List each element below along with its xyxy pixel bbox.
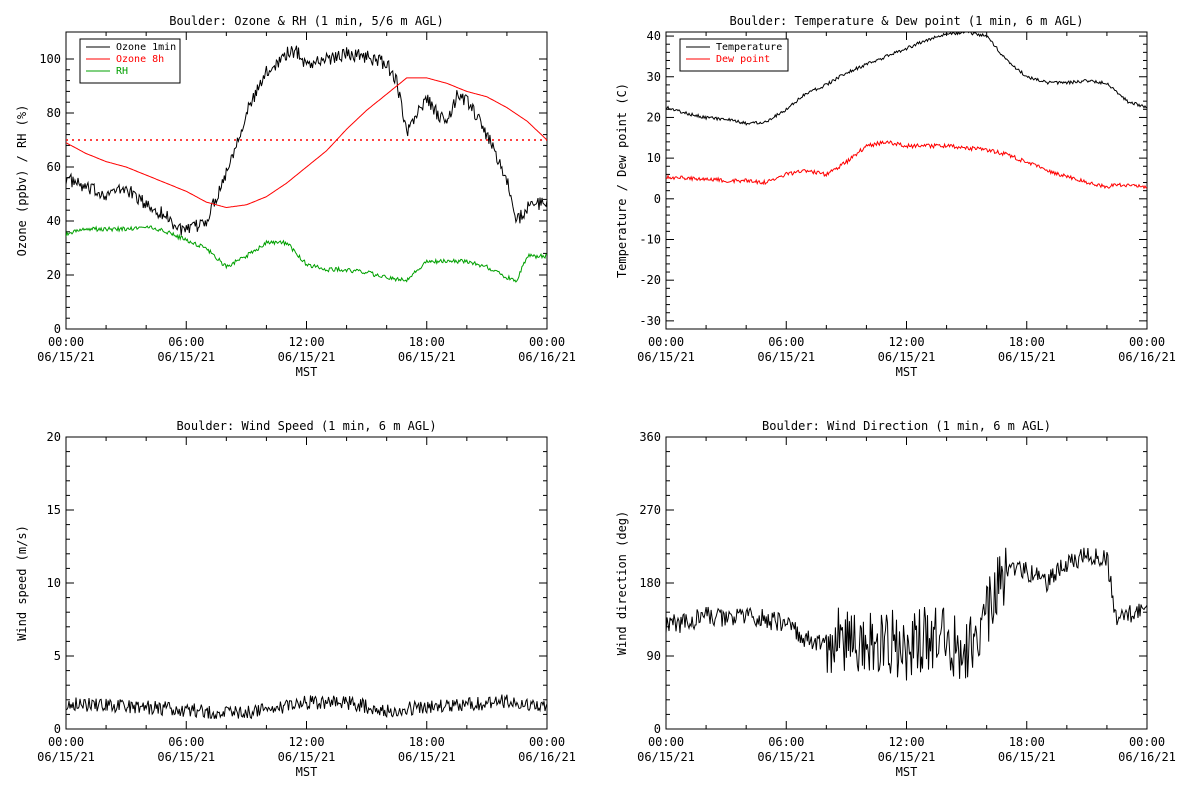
- y-tick-label: 0: [54, 322, 61, 336]
- x-tick-label-time: 00:00: [529, 335, 565, 349]
- y-tick-label: 270: [639, 503, 661, 517]
- x-tick-label-time: 00:00: [648, 735, 684, 749]
- chart-panel-3: Boulder: Wind Speed (1 min, 6 m AGL) 0 5 10…: [15, 419, 576, 779]
- legend-label: Dew point: [716, 54, 770, 65]
- chart-title: Boulder: Temperature & Dew point (1 min,…: [729, 14, 1083, 28]
- y-tick-label: 0: [654, 192, 661, 206]
- chart-title: Boulder: Ozone & RH (1 min, 5/6 m AGL): [169, 14, 444, 28]
- legend-box: [679, 38, 789, 72]
- x-tick-label-time: 18:00: [409, 735, 445, 749]
- y-tick-label: 0: [654, 722, 661, 736]
- plot-area: [665, 436, 1148, 730]
- y-tick-label: 360: [639, 430, 661, 444]
- x-axis-label: MST: [896, 765, 918, 779]
- x-tick-label-date: 06/15/21: [278, 750, 336, 764]
- x-tick-label-time: 06:00: [168, 735, 204, 749]
- x-tick-label-date: 06/15/21: [998, 350, 1056, 364]
- chart-title: Boulder: Wind Speed (1 min, 6 m AGL): [176, 419, 436, 433]
- x-tick-label-time: 00:00: [1129, 735, 1165, 749]
- chart-panel-4: Boulder: Wind Direction (1 min, 6 m AGL)…: [615, 419, 1176, 779]
- y-tick-label: 40: [647, 29, 661, 43]
- x-tick-label-date: 06/16/21: [518, 750, 576, 764]
- y-tick-label: 80: [47, 106, 61, 120]
- y-tick-label: 15: [47, 503, 61, 517]
- x-tick-label-date: 06/16/21: [1118, 750, 1176, 764]
- x-tick-label-time: 12:00: [288, 335, 324, 349]
- y-tick-label: 10: [647, 151, 661, 165]
- x-tick-label-date: 06/15/21: [398, 350, 456, 364]
- y-tick-label: -30: [639, 314, 661, 328]
- x-tick-label-time: 00:00: [48, 335, 84, 349]
- y-axis-label: Temperature / Dew point (C): [615, 83, 629, 278]
- x-tick-label-date: 06/16/21: [518, 350, 576, 364]
- x-tick-label-time: 06:00: [768, 335, 804, 349]
- x-tick-label-date: 06/15/21: [37, 350, 95, 364]
- y-tick-label: 90: [647, 649, 661, 663]
- y-tick-label: 60: [47, 160, 61, 174]
- series-line-rh: [66, 225, 547, 283]
- y-tick-label: 20: [47, 430, 61, 444]
- x-tick-label-time: 00:00: [48, 735, 84, 749]
- y-axis-label: Ozone (ppbv) / RH (%): [15, 105, 29, 257]
- legend-label: RH: [116, 66, 128, 77]
- y-tick-label: 40: [47, 214, 61, 228]
- chart-title: Boulder: Wind Direction (1 min, 6 m AGL): [762, 419, 1051, 433]
- series-line-ozone-8h: [66, 77, 547, 209]
- y-axis-label: Wind direction (deg): [615, 511, 629, 656]
- x-tick-label-date: 06/15/21: [878, 350, 936, 364]
- y-tick-label: 5: [54, 649, 61, 663]
- x-tick-label-date: 06/15/21: [278, 350, 336, 364]
- x-tick-label-date: 06/15/21: [157, 750, 215, 764]
- x-axis-label: MST: [896, 365, 918, 379]
- x-tick-label-time: 18:00: [1009, 335, 1045, 349]
- x-tick-label-date: 06/15/21: [757, 350, 815, 364]
- legend-label: Ozone 8h: [116, 54, 164, 65]
- y-tick-label: 180: [639, 576, 661, 590]
- series-line-ozone-1min: [66, 45, 547, 236]
- x-tick-label-date: 06/15/21: [157, 350, 215, 364]
- x-tick-label-time: 12:00: [288, 735, 324, 749]
- x-tick-label-date: 06/15/21: [398, 750, 456, 764]
- y-tick-label: 100: [39, 52, 61, 66]
- x-tick-label-date: 06/15/21: [637, 750, 695, 764]
- x-tick-label-time: 12:00: [888, 335, 924, 349]
- y-tick-label: 0: [54, 722, 61, 736]
- chart-panel-1: Boulder: Ozone & RH (1 min, 5/6 m AGL) 0 2…: [15, 14, 576, 379]
- series-line-dew-point: [666, 140, 1147, 190]
- series-line-temperature: [666, 32, 1147, 126]
- legend-box: [79, 38, 181, 84]
- y-tick-label: 10: [47, 576, 61, 590]
- x-tick-label-date: 06/15/21: [637, 350, 695, 364]
- series-line: [666, 547, 1147, 681]
- x-tick-label-time: 06:00: [168, 335, 204, 349]
- chart-panel-2: Boulder: Temperature & Dew point (1 min,…: [615, 14, 1176, 379]
- y-tick-label: -10: [639, 232, 661, 246]
- y-tick-label: 30: [647, 70, 661, 84]
- x-tick-label-time: 06:00: [768, 735, 804, 749]
- y-axis-label: Wind speed (m/s): [15, 525, 29, 641]
- x-tick-label-time: 12:00: [888, 735, 924, 749]
- x-tick-label-date: 06/15/21: [878, 750, 936, 764]
- legend-label: Temperature: [716, 42, 782, 53]
- x-tick-label-date: 06/15/21: [37, 750, 95, 764]
- y-tick-label: 20: [47, 268, 61, 282]
- y-tick-label: 20: [647, 110, 661, 124]
- x-axis-label: MST: [296, 365, 318, 379]
- x-tick-label-time: 18:00: [1009, 735, 1045, 749]
- x-tick-label-date: 06/15/21: [998, 750, 1056, 764]
- x-axis-label: MST: [296, 765, 318, 779]
- x-tick-label-date: 06/16/21: [1118, 350, 1176, 364]
- series-line: [66, 694, 547, 720]
- x-tick-label-time: 00:00: [529, 735, 565, 749]
- x-tick-label-time: 18:00: [409, 335, 445, 349]
- legend-label: Ozone 1min: [116, 42, 176, 53]
- plot-area: [65, 436, 548, 730]
- x-tick-label-time: 00:00: [1129, 335, 1165, 349]
- y-tick-label: -20: [639, 273, 661, 287]
- x-tick-label-time: 00:00: [648, 335, 684, 349]
- x-tick-label-date: 06/15/21: [757, 750, 815, 764]
